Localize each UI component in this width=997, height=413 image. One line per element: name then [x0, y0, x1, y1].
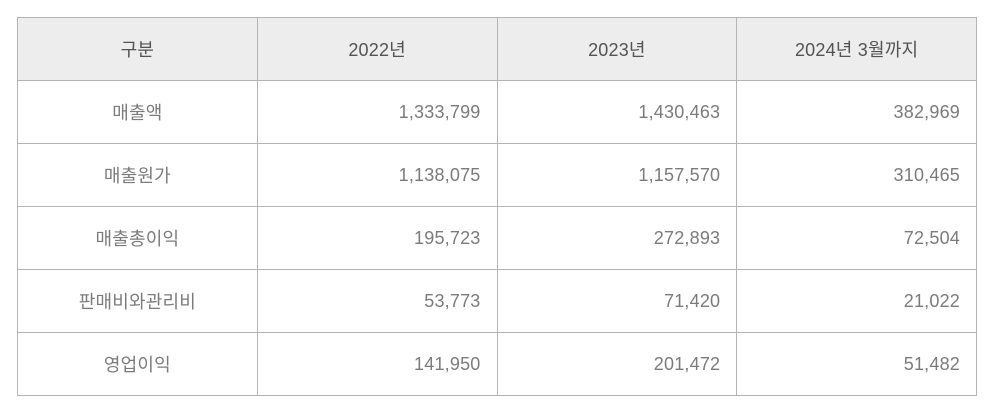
cell-sga-2024: 21,022 — [736, 269, 977, 333]
table-row-revenue: 매출액 1,333,799 1,430,463 382,969 — [17, 80, 977, 144]
cell-cost-2022: 1,138,075 — [256, 143, 498, 207]
cell-operating-2023: 201,472 — [496, 332, 738, 396]
row-label-gross-profit: 매출총이익 — [17, 206, 258, 270]
cell-cost-2023: 1,157,570 — [496, 143, 738, 207]
header-row: 구분 2022년 2023년 2024년 3월까지 — [17, 17, 977, 81]
cell-revenue-2022: 1,333,799 — [256, 80, 498, 144]
cell-sga-2022: 53,773 — [256, 269, 498, 333]
cell-sga-2023: 71,420 — [496, 269, 738, 333]
col-header-2022: 2022년 — [256, 17, 498, 81]
cell-gross-2022: 195,723 — [256, 206, 498, 270]
table-row-operating-profit: 영업이익 141,950 201,472 51,482 — [17, 332, 977, 396]
table-row-gross-profit: 매출총이익 195,723 272,893 72,504 — [17, 206, 977, 270]
cell-operating-2022: 141,950 — [256, 332, 498, 396]
cell-operating-2024: 51,482 — [736, 332, 977, 396]
row-label-revenue: 매출액 — [17, 80, 258, 144]
cell-gross-2024: 72,504 — [736, 206, 977, 270]
row-label-cost-of-sales: 매출원가 — [17, 143, 258, 207]
col-header-2024-march: 2024년 3월까지 — [736, 17, 977, 81]
col-header-category: 구분 — [17, 17, 258, 81]
cell-gross-2023: 272,893 — [496, 206, 738, 270]
row-label-operating-profit: 영업이익 — [17, 332, 258, 396]
cell-cost-2024: 310,465 — [736, 143, 977, 207]
col-header-2023: 2023년 — [496, 17, 738, 81]
financial-table: 구분 2022년 2023년 2024년 3월까지 매출액 1,333,799 … — [17, 17, 977, 396]
row-label-sga-expenses: 판매비와관리비 — [17, 269, 258, 333]
table-row-cost-of-sales: 매출원가 1,138,075 1,157,570 310,465 — [17, 143, 977, 207]
cell-revenue-2024: 382,969 — [736, 80, 977, 144]
table-row-sga-expenses: 판매비와관리비 53,773 71,420 21,022 — [17, 269, 977, 333]
cell-revenue-2023: 1,430,463 — [496, 80, 738, 144]
